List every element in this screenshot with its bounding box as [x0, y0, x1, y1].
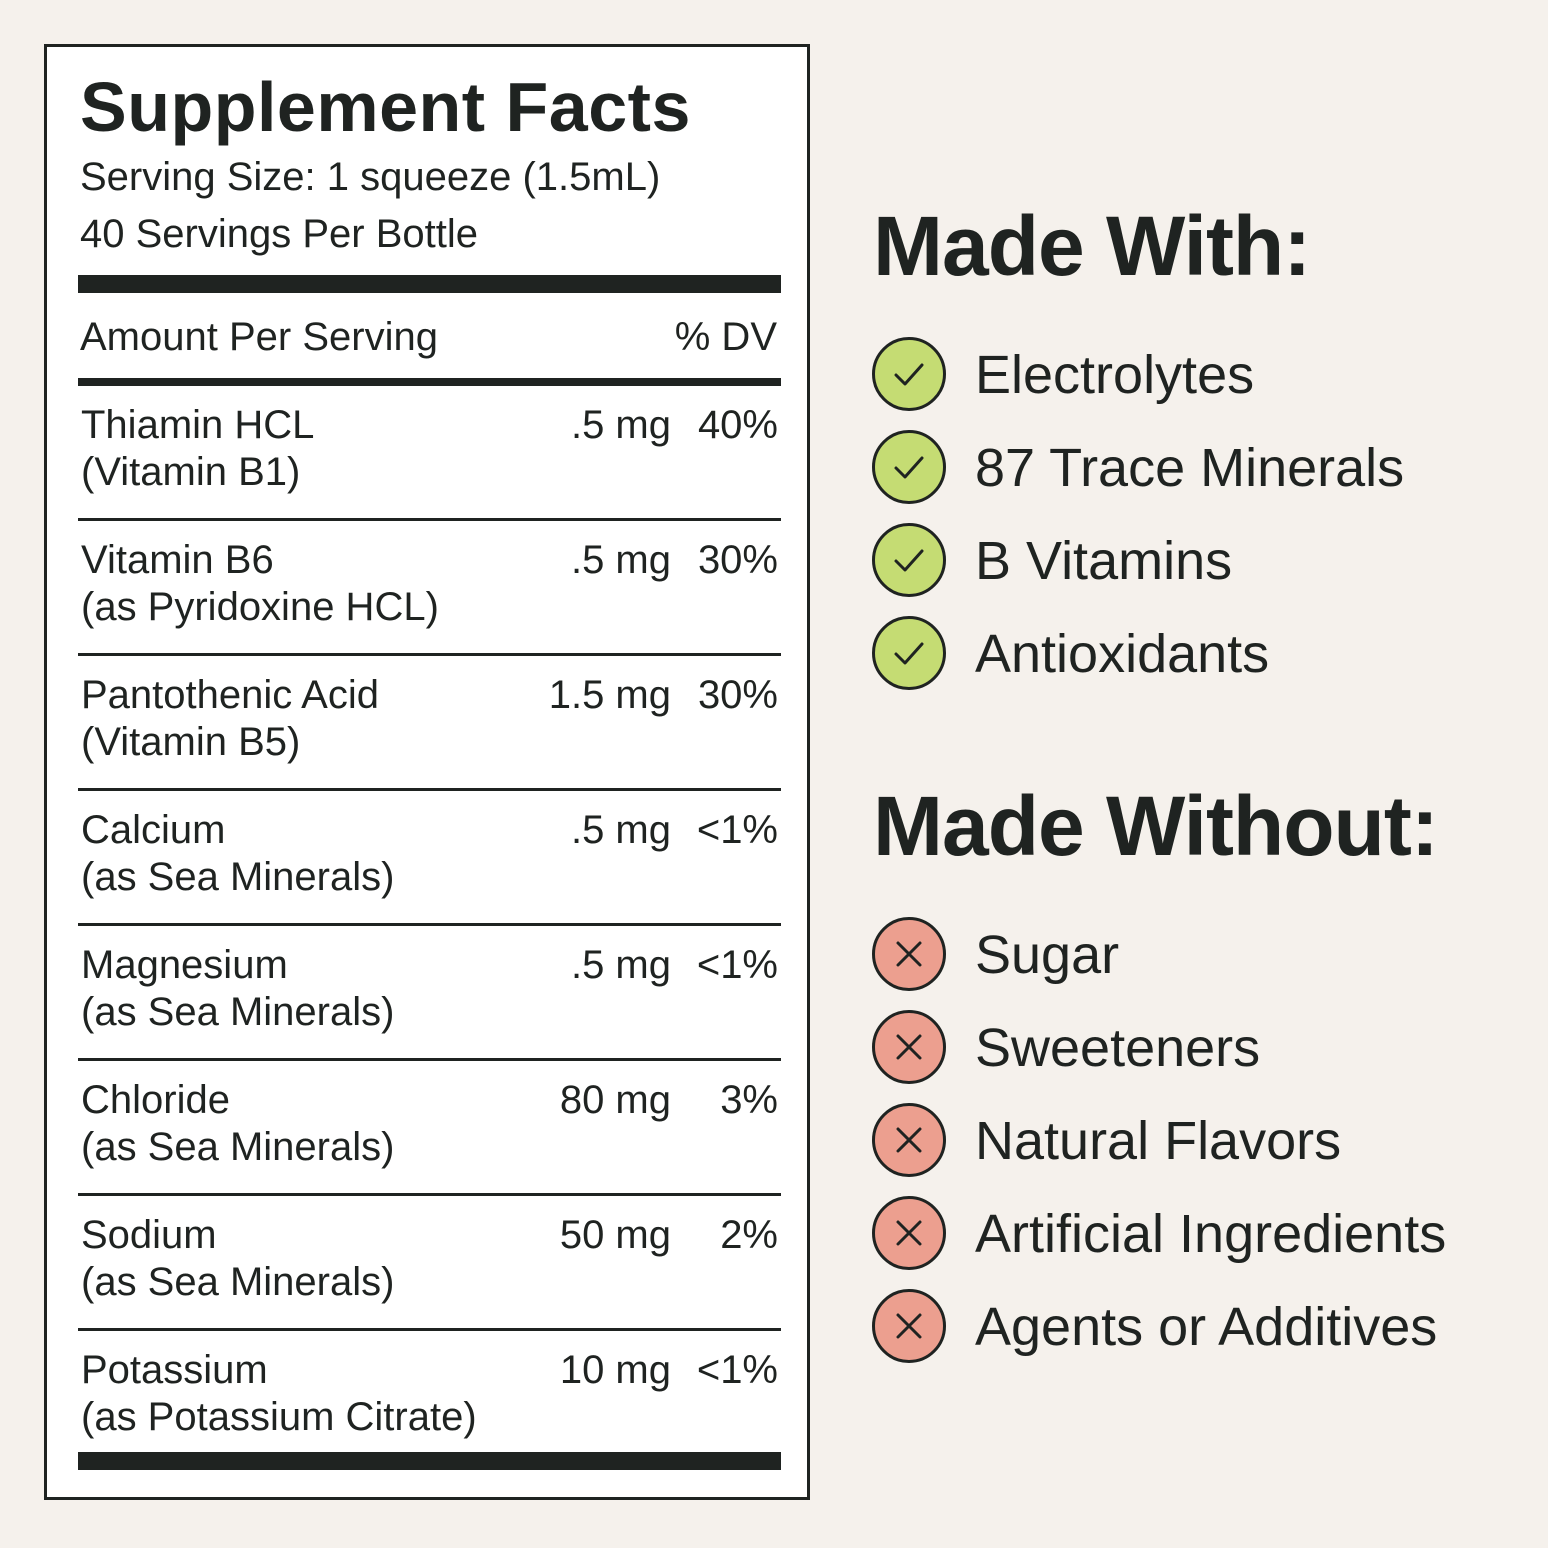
check-icon [872, 430, 946, 504]
nutrient-name: Vitamin B6 (as Pyridoxine HCL) [81, 538, 439, 629]
nutrient-name: Thiamin HCL (Vitamin B1) [81, 403, 315, 494]
nutrient-row: Potassium (as Potassium Citrate) 10 mg <1… [78, 1331, 781, 1463]
made-without-heading: Made Without: [873, 779, 1439, 873]
nutrient-name: Pantothenic Acid (Vitamin B5) [81, 673, 379, 764]
nutrient-row: Sodium (as Sea Minerals) 50 mg 2% [78, 1196, 781, 1331]
nutrient-dv: 40% [697, 403, 778, 447]
check-icon [872, 337, 946, 411]
x-icon [872, 1010, 946, 1084]
nutrient-amount: .5 mg [570, 943, 671, 987]
nutrient-dv: <1% [696, 943, 778, 987]
nutrient-amount: .5 mg [570, 403, 671, 447]
made-with-label: Electrolytes [975, 345, 1255, 405]
nutrient-row: Pantothenic Acid (Vitamin B5) 1.5 mg 30% [78, 656, 781, 791]
made-without-label: Artificial Ingredients [975, 1204, 1447, 1264]
nutrient-dv: 2% [720, 1213, 778, 1257]
made-with-label: Antioxidants [975, 624, 1270, 684]
made-without-label: Sugar [975, 925, 1120, 985]
nutrient-amount: .5 mg [570, 538, 671, 582]
nutrient-row: Vitamin B6 (as Pyridoxine HCL) .5 mg 30% [78, 521, 781, 656]
divider-thick [78, 275, 781, 293]
check-icon [872, 523, 946, 597]
nutrient-row: Calcium (as Sea Minerals) .5 mg <1% [78, 791, 781, 926]
nutrient-amount: 10 mg [559, 1348, 671, 1392]
nutrient-name: Sodium (as Sea Minerals) [81, 1213, 395, 1304]
nutrient-row: Magnesium (as Sea Minerals) .5 mg <1% [78, 926, 781, 1061]
nutrient-row: Thiamin HCL (Vitamin B1) .5 mg 40% [78, 386, 781, 521]
nutrient-row: Chloride (as Sea Minerals) 80 mg 3% [78, 1061, 781, 1196]
divider-medium [78, 378, 781, 386]
nutrient-name: Magnesium (as Sea Minerals) [81, 943, 395, 1034]
nutrient-rows: Thiamin HCL (Vitamin B1) .5 mg 40% Vitami… [78, 386, 781, 1463]
servings-per-bottle: 40 Servings Per Bottle [80, 212, 478, 256]
supplement-facts-panel: Supplement Facts Serving Size: 1 squeeze… [44, 44, 810, 1500]
made-with-label: B Vitamins [975, 531, 1233, 591]
x-icon [872, 1196, 946, 1270]
nutrient-amount: .5 mg [570, 808, 671, 852]
made-without-label: Sweeteners [975, 1018, 1261, 1078]
nutrient-dv: 30% [697, 538, 778, 582]
nutrient-dv: <1% [696, 1348, 778, 1392]
nutrient-name: Potassium (as Potassium Citrate) [81, 1348, 477, 1439]
nutrient-amount: 50 mg [559, 1213, 671, 1257]
facts-title: Supplement Facts [80, 68, 691, 146]
nutrient-dv: <1% [696, 808, 778, 852]
x-icon [872, 1103, 946, 1177]
x-icon [872, 917, 946, 991]
nutrient-amount: 80 mg [559, 1078, 671, 1122]
nutrient-name: Chloride (as Sea Minerals) [81, 1078, 395, 1169]
nutrient-name: Calcium (as Sea Minerals) [81, 808, 395, 899]
made-without-label: Natural Flavors [975, 1111, 1342, 1171]
nutrient-amount: 1.5 mg [548, 673, 671, 717]
dv-header: % DV [674, 315, 777, 359]
divider-thick-bottom [78, 1452, 781, 1470]
nutrient-dv: 3% [720, 1078, 778, 1122]
made-without-label: Agents or Additives [975, 1297, 1438, 1357]
nutrient-dv: 30% [697, 673, 778, 717]
x-icon [872, 1289, 946, 1363]
made-with-label: 87 Trace Minerals [975, 438, 1405, 498]
serving-size: Serving Size: 1 squeeze (1.5mL) [80, 155, 661, 199]
amount-per-serving-header: Amount Per Serving [80, 315, 438, 359]
check-icon [872, 616, 946, 690]
made-with-heading: Made With: [873, 199, 1311, 293]
